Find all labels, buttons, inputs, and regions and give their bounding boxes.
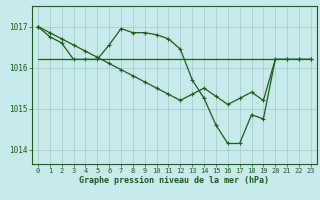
X-axis label: Graphe pression niveau de la mer (hPa): Graphe pression niveau de la mer (hPa) <box>79 176 269 185</box>
